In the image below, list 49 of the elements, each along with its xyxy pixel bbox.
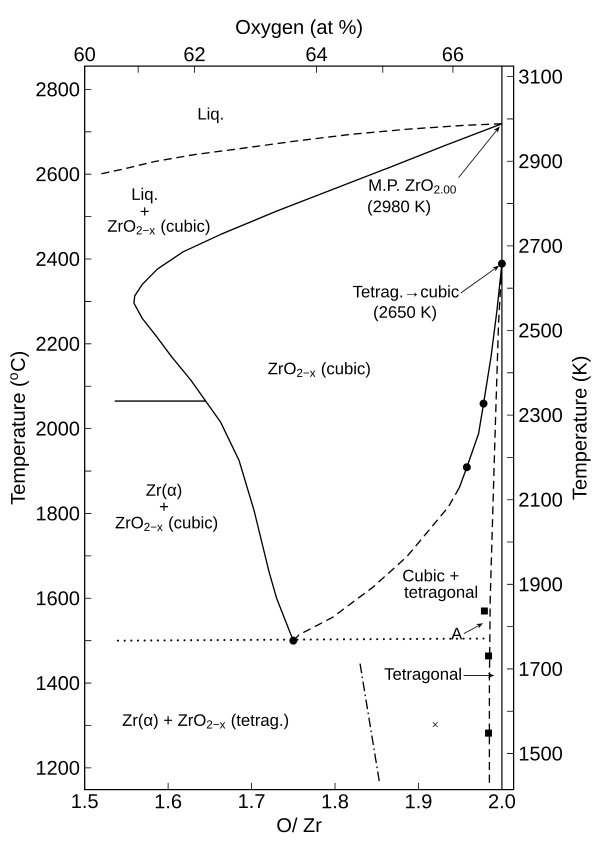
y2-tick-label: 2300: [519, 408, 562, 422]
annotation: M.P. ZrO$_{2.00}$: [370, 179, 456, 194]
y-tick-label: 2800: [36, 82, 80, 96]
annotation: ZrO$_{2−x}$ (cubic): [268, 362, 370, 378]
annotation: Cubic +: [403, 569, 458, 582]
x-tick-label: 1.6: [156, 794, 182, 808]
annotation: Zr(α) + ZrO$_{2−x}$ (tetrag.): [122, 714, 288, 730]
x2-tick-label: 66: [442, 47, 464, 62]
annotation: +: [160, 502, 168, 511]
x2-tick-label: 62: [184, 47, 205, 62]
annotation: Zr(α): [146, 484, 182, 500]
annotation: +: [140, 207, 149, 216]
y2-tick-label: 1500: [520, 746, 562, 761]
annotation: tetragonal: [404, 586, 478, 602]
annotation: (2980 K): [368, 200, 430, 216]
y2-tick-label: 2900: [519, 154, 562, 168]
x-tick-label: 1.5: [72, 794, 98, 808]
x-tick-label: 1.9: [406, 794, 432, 808]
annotation: Tetragonal: [384, 668, 461, 684]
y2-tick-label: 1700: [520, 662, 562, 676]
y-axis-title: Temperature ($^{o}$C): [10, 352, 29, 504]
y-tick-label: 2600: [36, 167, 80, 182]
y2-tick-label: 2700: [519, 238, 562, 253]
y-tick-label: 2200: [36, 336, 80, 351]
y-tick-label: 2000: [36, 422, 80, 436]
x-tick-label: 2.0: [489, 794, 516, 808]
y-tick-label: 1600: [36, 591, 80, 606]
y-tick-label: 2400: [36, 252, 80, 266]
annotation: Tetrag.→cubic: [353, 285, 459, 301]
y-tick-label: 1400: [36, 676, 80, 690]
y-tick-label: 1200: [36, 760, 80, 775]
y2-tick-label: 2500: [519, 323, 562, 338]
annotation: A: [451, 628, 462, 640]
y2-tick-label: 2100: [519, 492, 562, 507]
annotation: ZrO$_{2−x}$ (cubic): [116, 516, 218, 532]
x2-tick-label: 60: [74, 47, 95, 62]
y2-tick-label: 3100: [519, 70, 562, 84]
x-axis-title: O/ Zr: [277, 818, 322, 832]
y2-axis-title: Temperature (K): [572, 356, 591, 500]
x-tick-label: 1.8: [322, 794, 348, 808]
annotation: (2650 K): [374, 306, 436, 322]
x2-axis-title: Oxygen (at %): [236, 19, 362, 38]
annotation: Liq.: [132, 188, 157, 204]
y2-tick-label: 1900: [520, 577, 562, 592]
x-tick-label: 1.7: [239, 794, 264, 808]
y-tick-label: 1800: [36, 506, 80, 521]
annotation: Liq.: [198, 107, 223, 124]
annotation: ZrO$_{2−x}$ (cubic): [108, 220, 210, 236]
x2-tick-label: 64: [306, 47, 328, 62]
